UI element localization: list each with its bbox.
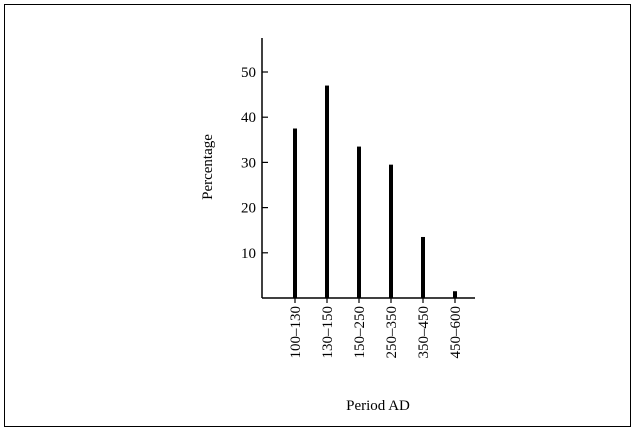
x-tick-label: 350–450 xyxy=(416,306,432,359)
x-tick-label: 100–130 xyxy=(288,306,304,359)
x-ticks: 100–130 130–150 150–250 250–350 350–450 450–6… xyxy=(288,298,464,359)
y-axis-label: Percentage xyxy=(200,134,216,200)
bar xyxy=(421,236,425,298)
y-tick-label: 50 xyxy=(241,65,256,81)
y-tick-label: 30 xyxy=(241,155,256,171)
y-tick-label: 10 xyxy=(241,246,256,262)
x-tick-label: 250–350 xyxy=(384,306,400,359)
bar xyxy=(357,146,361,298)
y-ticks: 10 20 30 40 50 xyxy=(241,65,268,262)
y-tick-label: 20 xyxy=(241,201,256,217)
axes xyxy=(261,38,475,299)
y-tick-label: 40 xyxy=(241,110,256,126)
x-tick-label: 130–150 xyxy=(320,306,336,359)
bar xyxy=(293,128,297,298)
bar xyxy=(325,85,329,298)
chart-frame xyxy=(4,4,631,427)
x-tick-label: 450–600 xyxy=(448,306,464,359)
x-axis-label: Period AD xyxy=(346,398,410,414)
bars xyxy=(293,85,457,298)
bar xyxy=(453,291,457,298)
x-tick-label: 150–250 xyxy=(352,306,368,359)
bar xyxy=(389,164,393,298)
